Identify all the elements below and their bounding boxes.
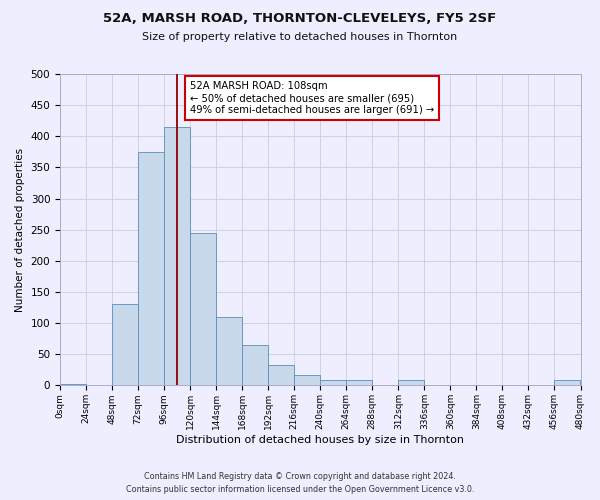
Bar: [242, 345, 268, 386]
Bar: [216, 317, 242, 386]
Text: Contains public sector information licensed under the Open Government Licence v3: Contains public sector information licen…: [126, 485, 474, 494]
Bar: [294, 375, 320, 386]
Bar: [112, 304, 138, 386]
Text: 52A, MARSH ROAD, THORNTON-CLEVELEYS, FY5 2SF: 52A, MARSH ROAD, THORNTON-CLEVELEYS, FY5…: [103, 12, 497, 26]
Bar: [554, 380, 580, 386]
Text: Contains HM Land Registry data © Crown copyright and database right 2024.: Contains HM Land Registry data © Crown c…: [144, 472, 456, 481]
Text: 52A MARSH ROAD: 108sqm
← 50% of detached houses are smaller (695)
49% of semi-de: 52A MARSH ROAD: 108sqm ← 50% of detached…: [190, 82, 434, 114]
Bar: [320, 380, 346, 386]
Bar: [398, 380, 424, 386]
Bar: [138, 152, 164, 386]
Bar: [346, 380, 373, 386]
Text: Size of property relative to detached houses in Thornton: Size of property relative to detached ho…: [142, 32, 458, 42]
X-axis label: Distribution of detached houses by size in Thornton: Distribution of detached houses by size …: [176, 435, 464, 445]
Bar: [164, 127, 190, 386]
Bar: [190, 233, 216, 386]
Y-axis label: Number of detached properties: Number of detached properties: [15, 148, 25, 312]
Bar: [268, 365, 294, 386]
Bar: [60, 384, 86, 386]
